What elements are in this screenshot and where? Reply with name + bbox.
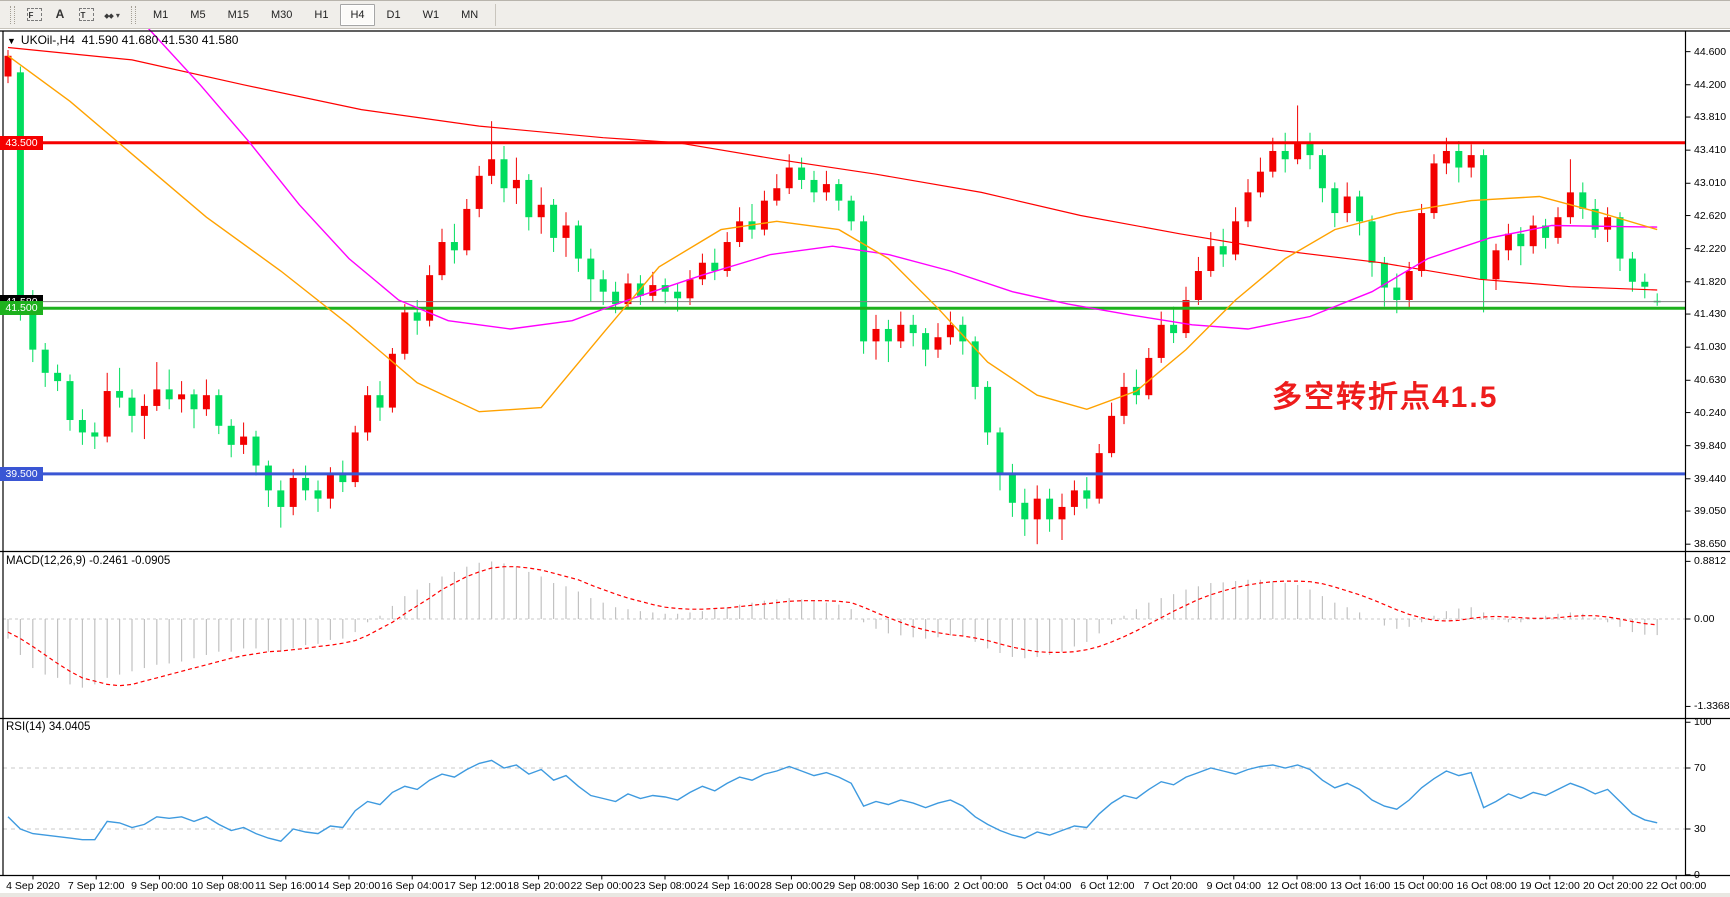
window-bottom-edge xyxy=(0,893,1730,897)
chart-text-annotation[interactable]: 多空转折点41.5 xyxy=(1272,381,1499,414)
price-axis-label: 41.820 xyxy=(1694,275,1727,288)
time-axis-label: 17 Sep 12:00 xyxy=(444,880,507,892)
timeframe-group: M1 M5 M15 M30 H1 H4 D1 W1 MN xyxy=(142,3,489,26)
time-axis-label: 10 Sep 08:00 xyxy=(191,880,254,892)
tf-button-m5[interactable]: M5 xyxy=(190,8,206,21)
time-axis-label: 7 Oct 20:00 xyxy=(1143,880,1198,892)
price-axis-label: 42.620 xyxy=(1694,209,1727,222)
time-axis-label: 22 Oct 00:00 xyxy=(1646,880,1707,892)
price-axis-label: 42.220 xyxy=(1694,242,1727,255)
tf-button-h4[interactable]: H4 xyxy=(340,3,375,26)
drawing-tools-group: F A T ◆◆ ▾ xyxy=(21,3,125,27)
macd-axis-label: -1.3368 xyxy=(1694,700,1730,713)
time-axis-label: 16 Sep 04:00 xyxy=(380,880,444,892)
time-axis-label: 16 Oct 08:00 xyxy=(1456,880,1517,892)
time-axis-label: 23 Sep 08:00 xyxy=(633,880,697,892)
dashed-frame-tool-icon[interactable]: F xyxy=(22,3,46,25)
price-badge-39.500: 39.500 xyxy=(0,466,43,481)
price-axis-label: 43.010 xyxy=(1694,177,1727,190)
price-axis-label: 39.840 xyxy=(1694,439,1727,452)
price-axis-label: 39.050 xyxy=(1694,505,1727,518)
time-axis-label: 11 Sep 16:00 xyxy=(254,880,317,892)
chart-ohlc-values: 41.590 41.680 41.530 41.580 xyxy=(81,33,239,47)
price-axis-label: 43.810 xyxy=(1694,111,1727,124)
price-badge-43.500: 43.500 xyxy=(0,135,43,150)
macd-axis-label: 0.8812 xyxy=(1694,555,1727,568)
time-axis-label: 22 Sep 00:00 xyxy=(570,880,634,892)
time-axis-label: 4 Sep 2020 xyxy=(6,880,60,892)
time-axis-label: 15 Oct 00:00 xyxy=(1393,880,1454,892)
tf-button-d1[interactable]: D1 xyxy=(386,8,401,21)
tf-button-m1[interactable]: M1 xyxy=(153,8,169,21)
rsi-axis-label: 70 xyxy=(1694,762,1706,774)
toolbar-grip[interactable] xyxy=(10,5,15,24)
price-axis-label: 43.410 xyxy=(1694,144,1727,157)
time-axis-label: 18 Sep 20:00 xyxy=(507,880,570,892)
rsi-indicator-label: RSI(14) 34.0405 xyxy=(6,721,91,733)
price-axis-label: 39.440 xyxy=(1694,472,1727,485)
price-axis-label: 40.240 xyxy=(1694,406,1727,419)
time-axis-label: 19 Oct 12:00 xyxy=(1519,880,1580,892)
time-axis-label: 2 Oct 00:00 xyxy=(953,880,1009,892)
time-axis-label: 6 Oct 12:00 xyxy=(1080,880,1135,892)
price-axis-label: 44.600 xyxy=(1694,45,1727,58)
chart-canvas[interactable] xyxy=(0,29,1730,897)
toolbar-separator xyxy=(495,3,497,26)
rsi-axis-label: 30 xyxy=(1694,823,1706,835)
time-axis-label: 7 Sep 12:00 xyxy=(67,880,125,892)
chart-title: ▼ UKOil-,H4 41.590 41.680 41.530 41.580 xyxy=(7,33,238,47)
chart-surface[interactable]: ▼ UKOil-,H4 41.590 41.680 41.530 41.580 M… xyxy=(0,29,1730,897)
time-axis-label: 9 Sep 00:00 xyxy=(131,880,188,892)
rsi-axis-label: 100 xyxy=(1694,716,1712,729)
time-axis-label: 28 Sep 00:00 xyxy=(760,880,823,892)
price-axis-label: 41.430 xyxy=(1694,308,1727,321)
price-badge-41.500: 41.500 xyxy=(0,301,43,316)
macd-axis-label: 0.00 xyxy=(1694,613,1715,625)
chart-dropdown-icon[interactable]: ▼ xyxy=(7,36,16,46)
time-axis-label: 14 Sep 20:00 xyxy=(317,880,381,892)
price-axis-label: 44.200 xyxy=(1694,78,1727,91)
price-axis-label: 38.650 xyxy=(1694,538,1727,551)
time-axis-label: 5 Oct 04:00 xyxy=(1017,880,1072,892)
toolbar-grip[interactable] xyxy=(131,5,136,24)
tf-button-m15[interactable]: M15 xyxy=(227,8,249,21)
chart-toolbar: F A T ◆◆ ▾ M1 M5 M15 M30 H1 H4 D1 W1 MN xyxy=(0,1,1730,29)
time-axis-label: 29 Sep 08:00 xyxy=(823,880,886,892)
tf-button-w1[interactable]: W1 xyxy=(422,8,440,21)
arrow-shapes-tool-icon[interactable]: ◆◆ ▾ xyxy=(104,11,120,20)
tf-button-mn[interactable]: MN xyxy=(461,8,479,21)
text-box-tool-icon[interactable]: T xyxy=(74,3,98,25)
price-axis-label: 41.030 xyxy=(1694,341,1727,354)
time-axis-label: 20 Oct 20:00 xyxy=(1582,880,1644,892)
time-axis-label: 12 Oct 08:00 xyxy=(1266,880,1328,892)
time-axis-label: 30 Sep 16:00 xyxy=(886,880,950,892)
macd-indicator-label: MACD(12,26,9) -0.2461 -0.0905 xyxy=(6,555,171,567)
time-axis-label: 9 Oct 04:00 xyxy=(1206,880,1261,892)
tf-button-m30[interactable]: M30 xyxy=(270,8,293,21)
price-axis-label: 40.630 xyxy=(1694,374,1727,387)
chevron-down-icon[interactable]: ▾ xyxy=(115,11,120,20)
time-axis-label: 24 Sep 16:00 xyxy=(696,880,760,892)
chart-symbol-timeframe: UKOil-,H4 xyxy=(20,33,75,47)
tf-button-h1[interactable]: H1 xyxy=(314,8,329,21)
text-label-tool-icon[interactable]: A xyxy=(55,6,65,21)
rsi-axis-label: 0 xyxy=(1694,868,1700,881)
time-axis-label: 13 Oct 16:00 xyxy=(1330,880,1391,892)
